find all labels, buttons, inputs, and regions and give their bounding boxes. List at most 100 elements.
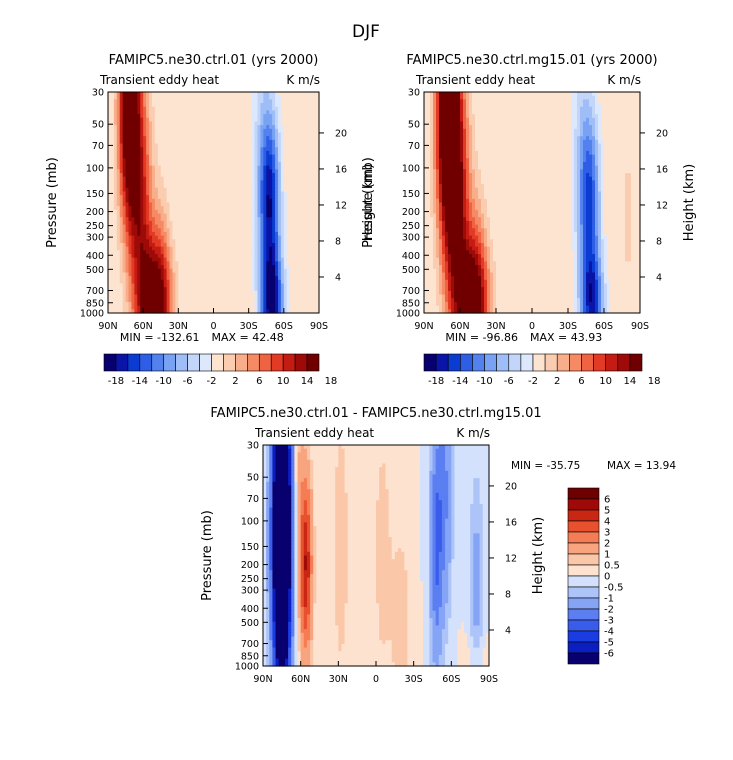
- field-cell: [236, 265, 241, 270]
- field-cell: [110, 239, 115, 244]
- field-cell: [116, 239, 121, 244]
- field-cell: [157, 265, 162, 270]
- field-cell: [122, 180, 127, 185]
- field-cell: [292, 228, 297, 233]
- field-cell: [216, 191, 220, 196]
- field-cell: [307, 139, 311, 145]
- field-cell: [295, 161, 300, 167]
- field-cell: [178, 187, 182, 193]
- field-cell: [137, 125, 141, 130]
- field-cell: [304, 158, 308, 163]
- field-cell: [143, 206, 147, 211]
- field-cell: [160, 257, 165, 263]
- field-cell: [110, 272, 115, 277]
- field-cell: [149, 184, 153, 189]
- field-cell: [222, 169, 226, 174]
- field-cell: [140, 261, 144, 266]
- field-cell: [301, 158, 305, 163]
- field-cell: [316, 176, 320, 181]
- field-cell: [216, 136, 220, 141]
- field-cell: [175, 195, 179, 200]
- field-cell: [225, 265, 229, 270]
- field-cell: [313, 132, 317, 137]
- field-cell: [125, 128, 130, 134]
- field-cell: [313, 158, 317, 163]
- field-cell: [140, 265, 144, 270]
- field-cell: [228, 125, 232, 130]
- colorbar-box: [270, 353, 284, 372]
- field-cell: [269, 261, 273, 266]
- field-cell: [198, 158, 203, 163]
- field-cell: [134, 224, 138, 229]
- field-cell: [198, 231, 203, 237]
- field-cell: [131, 121, 135, 126]
- field-cell: [169, 173, 174, 178]
- field-cell: [242, 169, 247, 174]
- field-cell: [163, 243, 168, 248]
- field-cell: [234, 161, 238, 167]
- field-cell: [292, 176, 297, 181]
- field-cell: [292, 114, 297, 119]
- field-cell: [251, 184, 256, 189]
- field-cell: [131, 268, 135, 274]
- field-cell: [151, 121, 156, 126]
- field-cell: [149, 143, 153, 148]
- field-cell: [210, 202, 215, 207]
- field-cell: [283, 220, 288, 226]
- field-cell: [239, 169, 244, 174]
- field-cell: [219, 128, 223, 134]
- field-cell: [169, 154, 174, 159]
- field-cell: [295, 239, 300, 244]
- field-cell: [108, 235, 112, 240]
- field-cell: [160, 217, 165, 222]
- field-cell: [116, 136, 121, 141]
- field-cell: [178, 243, 182, 248]
- field-cell: [307, 169, 311, 174]
- field-cell: [219, 147, 223, 152]
- field-cell: [190, 187, 194, 193]
- field-cell: [231, 99, 235, 104]
- field-cell: [201, 114, 206, 119]
- field-cell: [277, 217, 282, 222]
- field-cell: [128, 246, 133, 251]
- field-cell: [313, 265, 317, 270]
- field-cell: [131, 246, 135, 251]
- field-cell: [137, 257, 141, 263]
- field-cell: [140, 92, 144, 97]
- field-cell: [151, 235, 156, 240]
- field-cell: [298, 213, 303, 218]
- field-cell: [201, 110, 206, 115]
- field-cell: [175, 128, 179, 134]
- field-cell: [116, 261, 121, 266]
- field-cell: [175, 220, 179, 226]
- field-cell: [140, 250, 144, 255]
- field-cell: [116, 128, 121, 134]
- field-cell: [251, 92, 256, 97]
- field-cell: [222, 161, 226, 167]
- field-cell: [257, 195, 261, 200]
- field-cell: [292, 106, 297, 112]
- field-cell: [222, 150, 226, 156]
- field-cell: [169, 217, 174, 222]
- field-cell: [301, 106, 305, 112]
- height-tick-label: 16: [335, 164, 347, 175]
- field-cell: [137, 265, 141, 270]
- field-cell: [295, 265, 300, 270]
- field-cell: [286, 92, 291, 97]
- field-cell: [108, 125, 112, 130]
- field-cell: [184, 257, 188, 263]
- field-cell: [219, 224, 223, 229]
- field-cell: [149, 92, 153, 97]
- field-cell: [272, 268, 276, 274]
- field-cell: [140, 224, 144, 229]
- field-cell: [251, 99, 256, 104]
- field-cell: [204, 191, 209, 196]
- field-cell: [301, 99, 305, 104]
- field-cell: [251, 250, 256, 255]
- field-cell: [213, 191, 218, 196]
- field-cell: [198, 128, 203, 134]
- field-cell: [228, 114, 232, 119]
- field-cell: [228, 139, 232, 145]
- field-cell: [225, 243, 229, 248]
- field-cell: [234, 228, 238, 233]
